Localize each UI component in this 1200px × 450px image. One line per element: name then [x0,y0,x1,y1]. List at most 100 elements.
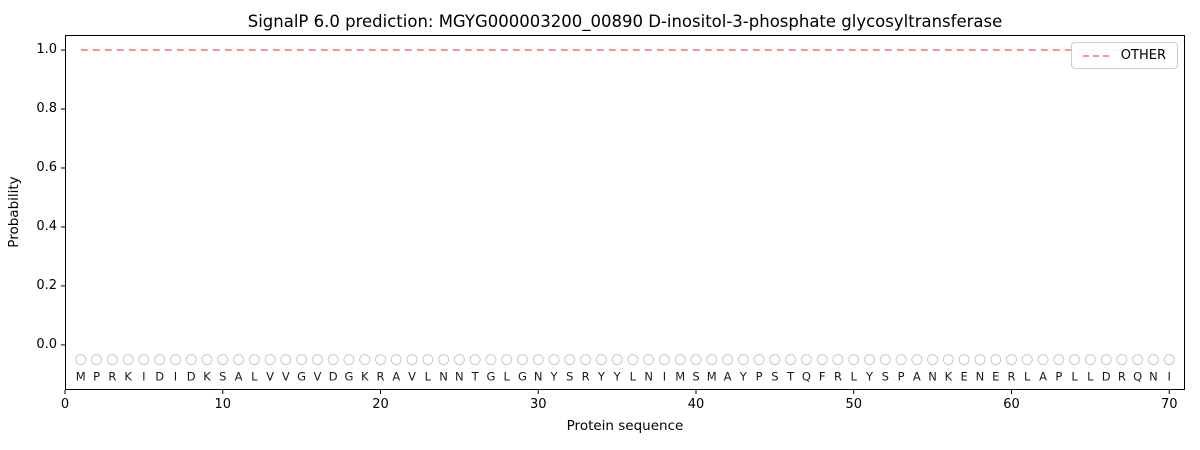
sequence-letter: S [692,369,699,383]
y-tick-label: 0.6 [36,159,57,175]
sequence-letter: N [534,369,543,383]
sequence-letter: S [219,369,226,383]
sequence-marker [1100,354,1112,366]
sequence-letter: Q [802,369,811,383]
sequence-letter: V [313,369,321,383]
sequence-marker [1005,354,1017,366]
sequence-marker [154,354,166,366]
sequence-marker [217,354,229,366]
sequence-marker [485,354,497,366]
sequence-marker [643,354,655,366]
sequence-marker [864,354,876,366]
sequence-letter: L [630,369,637,383]
sequence-letter: R [834,369,842,383]
sequence-marker [580,354,592,366]
sequence-marker [769,354,781,366]
sequence-marker [106,354,118,366]
sequence-marker [122,354,134,366]
sequence-letter: T [471,369,480,383]
sequence-letter: L [1087,369,1094,383]
sequence-marker [927,354,939,366]
sequence-letter: K [361,369,369,383]
sequence-marker [469,354,481,366]
sequence-marker [1069,354,1081,366]
sequence-marker [1163,354,1175,366]
sequence-letter: M [675,369,685,383]
sequence-marker [1147,354,1159,366]
sequence-letter: A [724,369,732,383]
sequence-marker [879,354,891,366]
sequence-marker [674,354,686,366]
sequence-letter: N [928,369,937,383]
sequence-marker [264,354,276,366]
sequence-marker [138,354,150,366]
sequence-letter: N [439,369,448,383]
sequence-letter: D [155,369,164,383]
sequence-marker [911,354,923,366]
y-tick-labels: 0.0 0.2 0.4 0.6 0.8 1.0 [0,0,57,450]
sequence-letter: D [187,369,196,383]
sequence-marker [359,354,371,366]
legend-dashed-line-icon [1082,54,1113,57]
sequence-marker [974,354,986,366]
y-tick-label: 0.0 [36,336,57,352]
sequence-marker [706,354,718,366]
x-tick-label: 70 [1160,397,1178,412]
sequence-marker [438,354,450,366]
sequence-letter: V [408,369,416,383]
x-tick-label: 60 [1003,397,1020,412]
sequence-marker [501,354,513,366]
sequence-letter: V [282,369,290,383]
sequence-marker [280,354,292,366]
sequence-letter: T [786,369,795,383]
sequence-marker [1037,354,1049,366]
sequence-letter: N [976,369,985,383]
sequence-marker [548,354,560,366]
sequence-letter: K [203,369,211,383]
sequence-marker [753,354,765,366]
sequence-letter: S [566,369,573,383]
sequence-letter: S [771,369,778,383]
sequence-marker [832,354,844,366]
sequence-letter: Q [1133,369,1142,383]
sequence-marker [564,354,576,366]
sequence-marker [516,354,528,366]
x-tick-label: 20 [372,397,389,412]
sequence-marker [296,354,308,366]
sequence-marker [532,354,544,366]
sequence-letter: E [992,369,999,383]
x-tick-label: 0 [60,397,70,412]
sequence-letter: K [945,369,953,383]
sequence-letter: K [124,369,132,383]
sequence-marker [1132,354,1144,366]
sequence-letter: P [93,369,100,383]
sequence-letter: M [76,369,86,383]
sequence-letter: I [663,369,666,383]
sequence-letter: N [1149,369,1158,383]
sequence-marker [1053,354,1065,366]
sequence-letter: L [503,369,510,383]
sequence-letter: A [392,369,400,383]
sequence-letter: R [1118,369,1126,383]
sequence-letter: L [1071,369,1078,383]
sequence-letter: N [644,369,653,383]
sequence-letter: G [297,369,306,383]
sequence-letter: M [707,369,717,383]
sequence-marker [406,354,418,366]
sequence-letter: Y [865,369,874,383]
sequence-letter: L [251,369,258,383]
sequence-marker [75,354,87,366]
sequence-letter: A [235,369,243,383]
sequence-marker [816,354,828,366]
sequence-letter: A [1039,369,1047,383]
sequence-marker [722,354,734,366]
sequence-letter: F [819,369,826,383]
sequence-marker [185,354,197,366]
sequence-letter: R [1007,369,1015,383]
sequence-marker [958,354,970,366]
x-tick-label: 30 [529,397,547,412]
sequence-letter: I [142,369,145,383]
legend-label: OTHER [1120,48,1166,63]
